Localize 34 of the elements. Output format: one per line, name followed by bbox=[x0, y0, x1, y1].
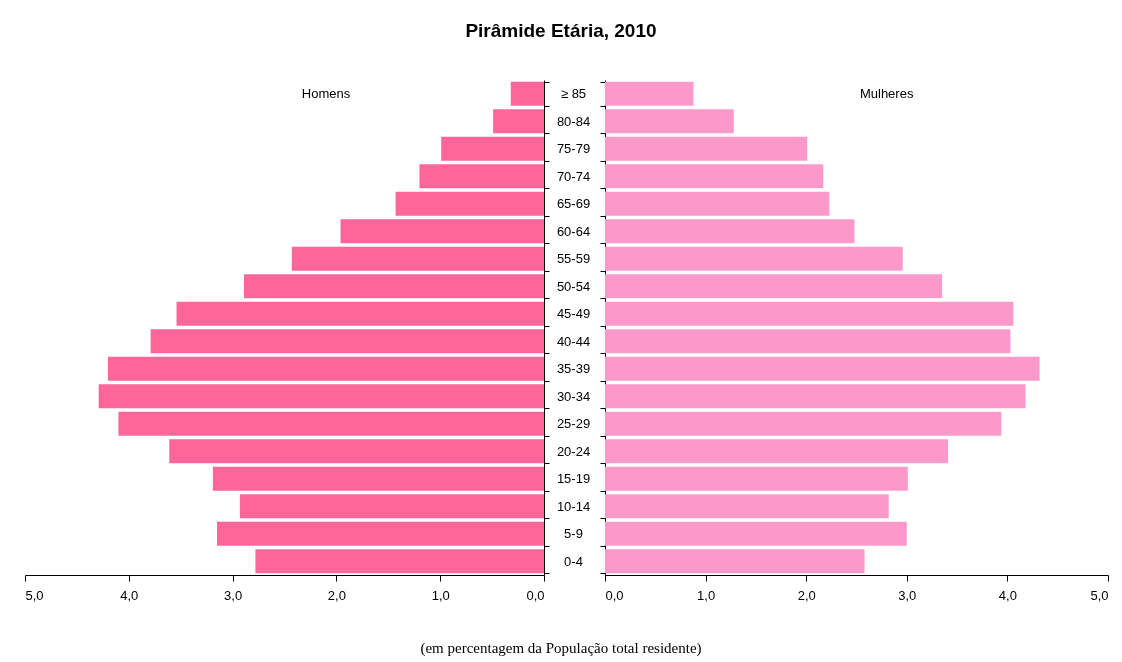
y-tick-label: 5-9 bbox=[564, 526, 583, 542]
x-tick-label: 4,0 bbox=[120, 587, 139, 603]
y-tick-label: 35-39 bbox=[556, 361, 591, 377]
y-tick-label: 30-34 bbox=[556, 388, 591, 404]
x-tick-label: 3,0 bbox=[224, 587, 243, 603]
y-tick-label: 40-44 bbox=[556, 333, 591, 349]
y-tick-label: 60-64 bbox=[556, 223, 591, 239]
x-tick-label: 0,0 bbox=[526, 587, 545, 603]
x-tick-label: 3,0 bbox=[898, 587, 917, 603]
x-tick-label: 2,0 bbox=[797, 587, 816, 603]
x-tick-label: 4,0 bbox=[998, 587, 1017, 603]
y-tick-label: 80-84 bbox=[556, 113, 591, 129]
y-tick-label: 15-19 bbox=[556, 471, 591, 487]
text: Homens bbox=[301, 86, 351, 101]
text: Mulheres bbox=[859, 86, 914, 101]
y-tick-label: 50-54 bbox=[556, 278, 591, 294]
chart-title: Pirâmide Etária, 2010 bbox=[464, 20, 658, 42]
y-tick-label: 70-74 bbox=[556, 168, 591, 184]
x-tick-label: 5,0 bbox=[1090, 587, 1109, 603]
x-tick-label: 0,0 bbox=[605, 587, 624, 603]
x-tick-label: 5,0 bbox=[25, 587, 44, 603]
y-tick-label: 65-69 bbox=[556, 196, 591, 212]
y-tick-label: 45-49 bbox=[556, 306, 591, 322]
y-tick-label: ≥ 85 bbox=[560, 86, 587, 102]
x-tick-label: 1,0 bbox=[697, 587, 716, 603]
y-tick-label: 0-4 bbox=[564, 553, 583, 569]
x-tick-label: 1,0 bbox=[431, 587, 450, 603]
y-tick-label: 75-79 bbox=[556, 141, 591, 157]
y-tick-label: 20-24 bbox=[556, 443, 591, 459]
y-tick-label: 55-59 bbox=[556, 251, 591, 267]
text: (em percentagem da População total residente) bbox=[419, 640, 703, 657]
y-tick-label: 25-29 bbox=[556, 416, 591, 432]
y-tick-label: 10-14 bbox=[556, 498, 591, 514]
x-tick-label: 2,0 bbox=[327, 587, 346, 603]
